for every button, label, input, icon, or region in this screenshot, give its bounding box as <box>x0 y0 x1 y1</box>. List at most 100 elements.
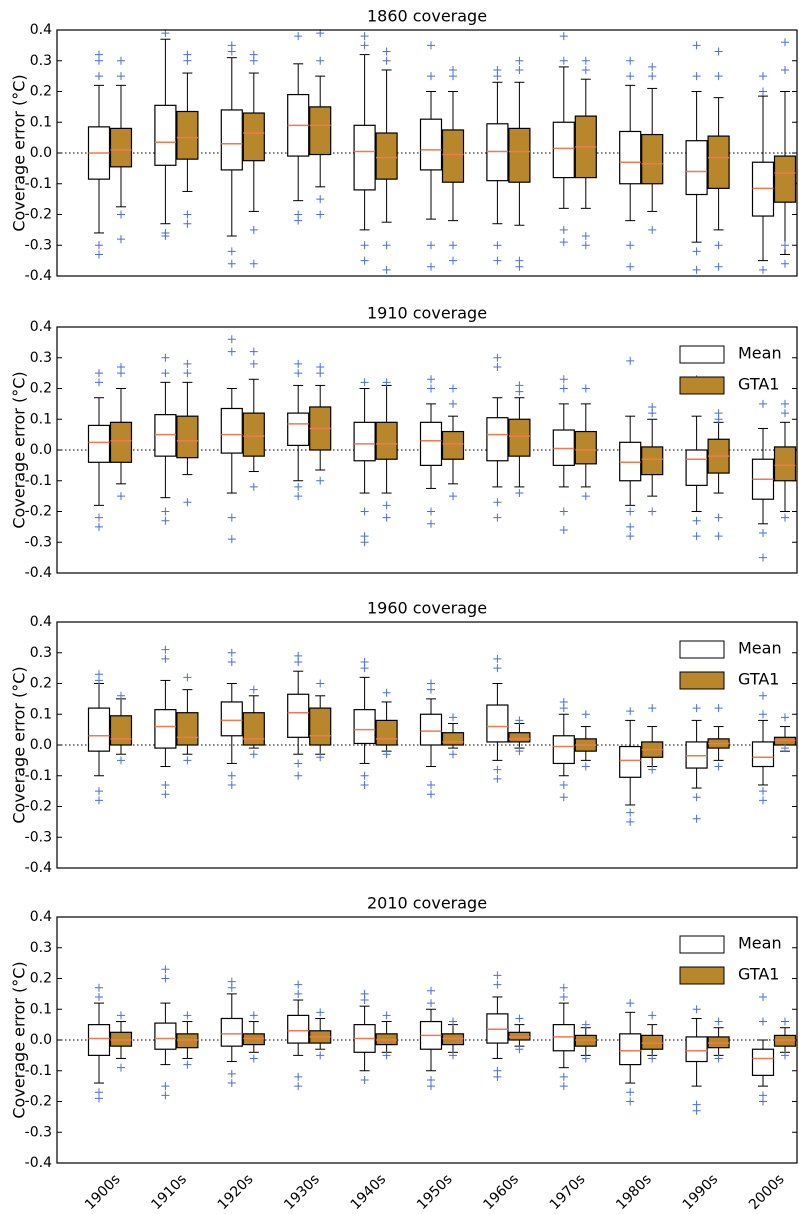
flier <box>95 522 103 531</box>
box <box>552 735 575 765</box>
y-tick-label: 0.1 <box>30 1001 52 1017</box>
flier <box>294 771 303 780</box>
flier <box>692 793 701 802</box>
flier <box>493 980 502 989</box>
flier <box>95 1094 103 1103</box>
flier <box>759 992 767 1001</box>
flier <box>427 41 435 50</box>
flier <box>294 482 303 491</box>
x-tick-label: 1920s <box>215 1171 257 1213</box>
flier <box>249 1011 258 1020</box>
flier <box>515 262 524 271</box>
box <box>486 1013 509 1044</box>
box <box>287 693 310 738</box>
flier <box>759 87 767 96</box>
y-tick-label: -0.3 <box>25 829 52 845</box>
legend-swatch <box>679 671 725 690</box>
flier <box>581 710 590 719</box>
y-tick-label: -0.2 <box>25 1094 52 1110</box>
box <box>685 1036 708 1063</box>
flier <box>626 72 635 81</box>
legend-label: Mean <box>738 639 782 658</box>
y-tick-label: -0.1 <box>25 768 52 784</box>
panel-title: 1910 coverage <box>367 304 487 323</box>
flier <box>294 1082 303 1091</box>
flier <box>648 507 657 516</box>
flier <box>581 1054 590 1063</box>
flier <box>382 241 391 250</box>
flier <box>626 507 635 516</box>
flier <box>449 384 457 393</box>
box <box>419 421 443 466</box>
flier <box>449 256 457 265</box>
x-tick-label: 1960s <box>480 1171 522 1213</box>
box <box>287 412 310 446</box>
flier <box>117 756 125 765</box>
flier <box>559 56 568 65</box>
y-tick-label: 0.3 <box>30 350 52 366</box>
flier <box>493 765 502 774</box>
flier <box>714 72 723 81</box>
flier <box>316 753 325 762</box>
flier <box>581 762 590 771</box>
flier <box>227 1069 236 1078</box>
flier <box>449 399 457 408</box>
flier <box>493 654 502 663</box>
flier <box>559 992 568 1001</box>
flier <box>449 713 457 722</box>
box <box>109 715 133 746</box>
flier <box>759 710 767 719</box>
box <box>707 1036 730 1049</box>
flier <box>95 250 103 259</box>
legend-label: Mean <box>738 344 782 363</box>
flier <box>759 1097 767 1106</box>
box <box>441 430 465 460</box>
box <box>154 1022 177 1050</box>
flier <box>493 774 502 783</box>
flier <box>227 1079 236 1088</box>
flier <box>759 787 767 796</box>
flier <box>382 47 391 56</box>
box <box>685 741 708 769</box>
y-tick-label: 0.1 <box>30 706 52 722</box>
y-tick-label: 0.0 <box>30 737 52 753</box>
box <box>641 133 664 185</box>
flier <box>161 974 170 983</box>
flier <box>360 538 369 547</box>
flier <box>183 359 192 368</box>
box <box>353 709 376 745</box>
flier <box>648 62 657 71</box>
y-tick-label: -0.3 <box>25 237 52 253</box>
flier <box>648 409 657 418</box>
flier <box>117 235 125 244</box>
plot-frame <box>56 326 798 574</box>
y-tick-label: -0.4 <box>25 268 52 284</box>
panel-title: 2010 coverage <box>367 894 487 913</box>
flier <box>316 1051 325 1060</box>
flier <box>161 353 170 362</box>
flier <box>161 965 170 974</box>
flier <box>714 415 723 424</box>
flier <box>559 780 568 789</box>
flier <box>227 657 236 666</box>
flier <box>559 1072 568 1081</box>
flier <box>161 1082 170 1091</box>
flier <box>360 771 369 780</box>
flier <box>360 507 369 516</box>
flier <box>161 516 170 525</box>
flier <box>692 265 701 274</box>
flier <box>714 1054 723 1063</box>
flier <box>692 532 701 541</box>
plot-frame <box>56 621 798 869</box>
box <box>773 1034 797 1047</box>
flier <box>626 56 635 65</box>
flier <box>559 793 568 802</box>
flier <box>515 65 524 74</box>
flier <box>294 369 303 378</box>
box <box>375 132 398 180</box>
flier <box>316 679 325 688</box>
flier <box>449 72 457 81</box>
y-tick-label: 0.0 <box>30 1032 52 1048</box>
box <box>242 712 265 746</box>
